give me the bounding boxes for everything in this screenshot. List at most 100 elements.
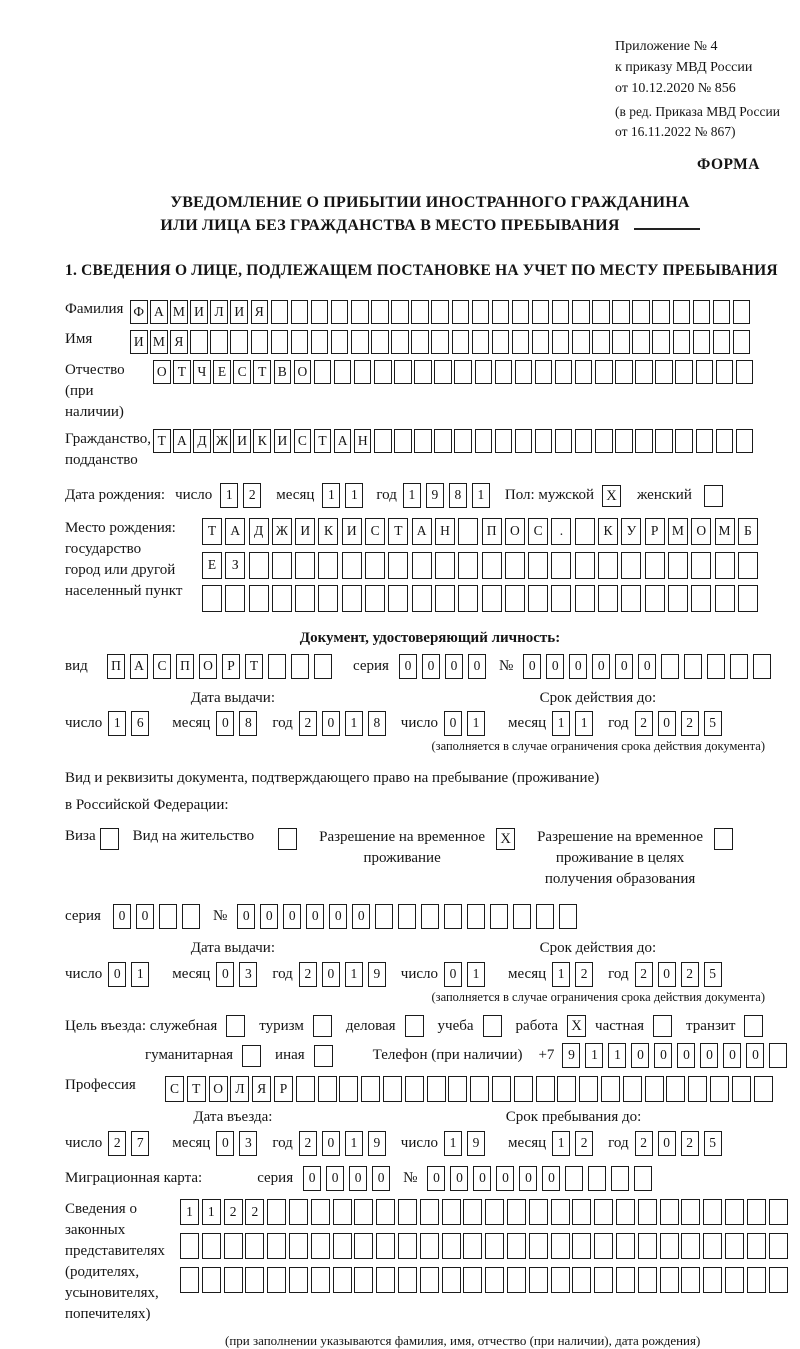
char-box[interactable] (245, 1267, 265, 1293)
char-box[interactable]: О (153, 360, 171, 385)
char-box[interactable] (594, 1267, 614, 1293)
char-box[interactable] (632, 330, 650, 355)
char-box[interactable]: Т (173, 360, 191, 385)
char-box[interactable] (504, 551, 525, 579)
char-box[interactable]: Н (353, 429, 372, 454)
char-box[interactable]: О (691, 518, 712, 546)
char-box[interactable] (572, 1233, 592, 1259)
char-box[interactable] (746, 1233, 766, 1259)
char-box[interactable]: А (130, 653, 148, 679)
char-box[interactable] (391, 330, 409, 355)
char-box[interactable] (451, 330, 469, 355)
char-box[interactable] (290, 300, 309, 325)
char-box[interactable]: 1 (344, 1131, 363, 1156)
char-box[interactable] (394, 360, 412, 385)
char-box[interactable]: 0 (329, 903, 348, 929)
char-box[interactable] (695, 429, 714, 454)
char-box[interactable] (731, 1076, 751, 1103)
char-box[interactable]: 9 (562, 1043, 581, 1069)
char-box[interactable] (635, 360, 653, 385)
char-box[interactable]: 0 (352, 903, 371, 929)
char-box[interactable] (371, 300, 389, 325)
char-box[interactable]: 0 (638, 653, 657, 679)
char-box[interactable]: 0 (427, 1166, 446, 1191)
char-box[interactable]: Д (193, 429, 211, 454)
char-box[interactable] (572, 1267, 592, 1293)
char-box[interactable] (637, 1233, 657, 1259)
char-box[interactable] (388, 551, 409, 579)
char-box[interactable]: М (667, 518, 688, 546)
char-box[interactable]: П (176, 653, 194, 679)
char-box[interactable] (550, 1199, 570, 1225)
char-box[interactable]: 7 (131, 1131, 150, 1156)
char-box[interactable]: Т (153, 429, 171, 454)
char-box[interactable] (615, 1267, 635, 1293)
char-box[interactable] (441, 1199, 461, 1225)
char-box[interactable]: И (233, 429, 251, 454)
char-box[interactable]: 2 (680, 1131, 699, 1156)
char-box[interactable] (458, 518, 479, 546)
char-box[interactable]: А (225, 518, 246, 546)
char-box[interactable]: 2 (575, 1131, 594, 1156)
char-box[interactable] (310, 1267, 330, 1293)
char-box[interactable] (288, 1199, 308, 1225)
char-box[interactable]: 1 (552, 1131, 571, 1156)
char-box[interactable] (737, 585, 758, 613)
char-box[interactable] (644, 551, 665, 579)
char-box[interactable] (374, 429, 392, 454)
char-box[interactable] (474, 429, 492, 454)
char-box[interactable]: 1 (552, 961, 571, 987)
char-box[interactable] (550, 1233, 570, 1259)
char-box[interactable] (361, 1076, 381, 1103)
char-box[interactable]: Т (388, 518, 409, 546)
char-box[interactable] (528, 1267, 548, 1293)
char-box[interactable] (341, 585, 362, 613)
char-box[interactable] (514, 360, 533, 385)
char-box[interactable] (271, 585, 292, 613)
char-box[interactable]: 0 (444, 653, 463, 679)
char-box[interactable] (414, 429, 432, 454)
char-box[interactable] (268, 653, 286, 679)
char-box[interactable] (463, 1233, 483, 1259)
char-box[interactable]: С (365, 518, 386, 546)
char-box[interactable] (534, 429, 553, 454)
char-box[interactable]: 0 (657, 961, 676, 987)
char-box[interactable] (579, 1076, 599, 1103)
char-box[interactable] (635, 429, 653, 454)
char-box[interactable] (595, 360, 613, 385)
char-box[interactable]: А (333, 429, 352, 454)
char-box[interactable]: Б (737, 518, 758, 546)
char-box[interactable] (463, 1199, 483, 1225)
char-box[interactable]: 0 (135, 903, 154, 929)
char-box[interactable] (661, 653, 680, 679)
char-box[interactable] (714, 551, 735, 579)
char-box[interactable] (494, 429, 513, 454)
char-box[interactable] (248, 551, 269, 579)
char-box[interactable] (190, 330, 208, 355)
char-box[interactable] (592, 300, 610, 325)
char-box[interactable]: Ф (130, 300, 148, 325)
char-box[interactable] (615, 1233, 635, 1259)
char-box[interactable]: И (130, 330, 148, 355)
char-box[interactable] (615, 360, 633, 385)
char-box[interactable]: 0 (542, 1166, 561, 1191)
char-box[interactable]: 0 (326, 1166, 345, 1191)
char-box[interactable] (715, 360, 734, 385)
char-box[interactable]: 2 (634, 961, 653, 987)
char-box[interactable] (353, 360, 372, 385)
char-box[interactable]: 5 (703, 1131, 722, 1156)
char-box[interactable] (724, 1199, 744, 1225)
char-box[interactable]: 0 (615, 653, 634, 679)
char-box[interactable]: 1 (402, 483, 421, 509)
char-box[interactable]: 0 (421, 653, 440, 679)
